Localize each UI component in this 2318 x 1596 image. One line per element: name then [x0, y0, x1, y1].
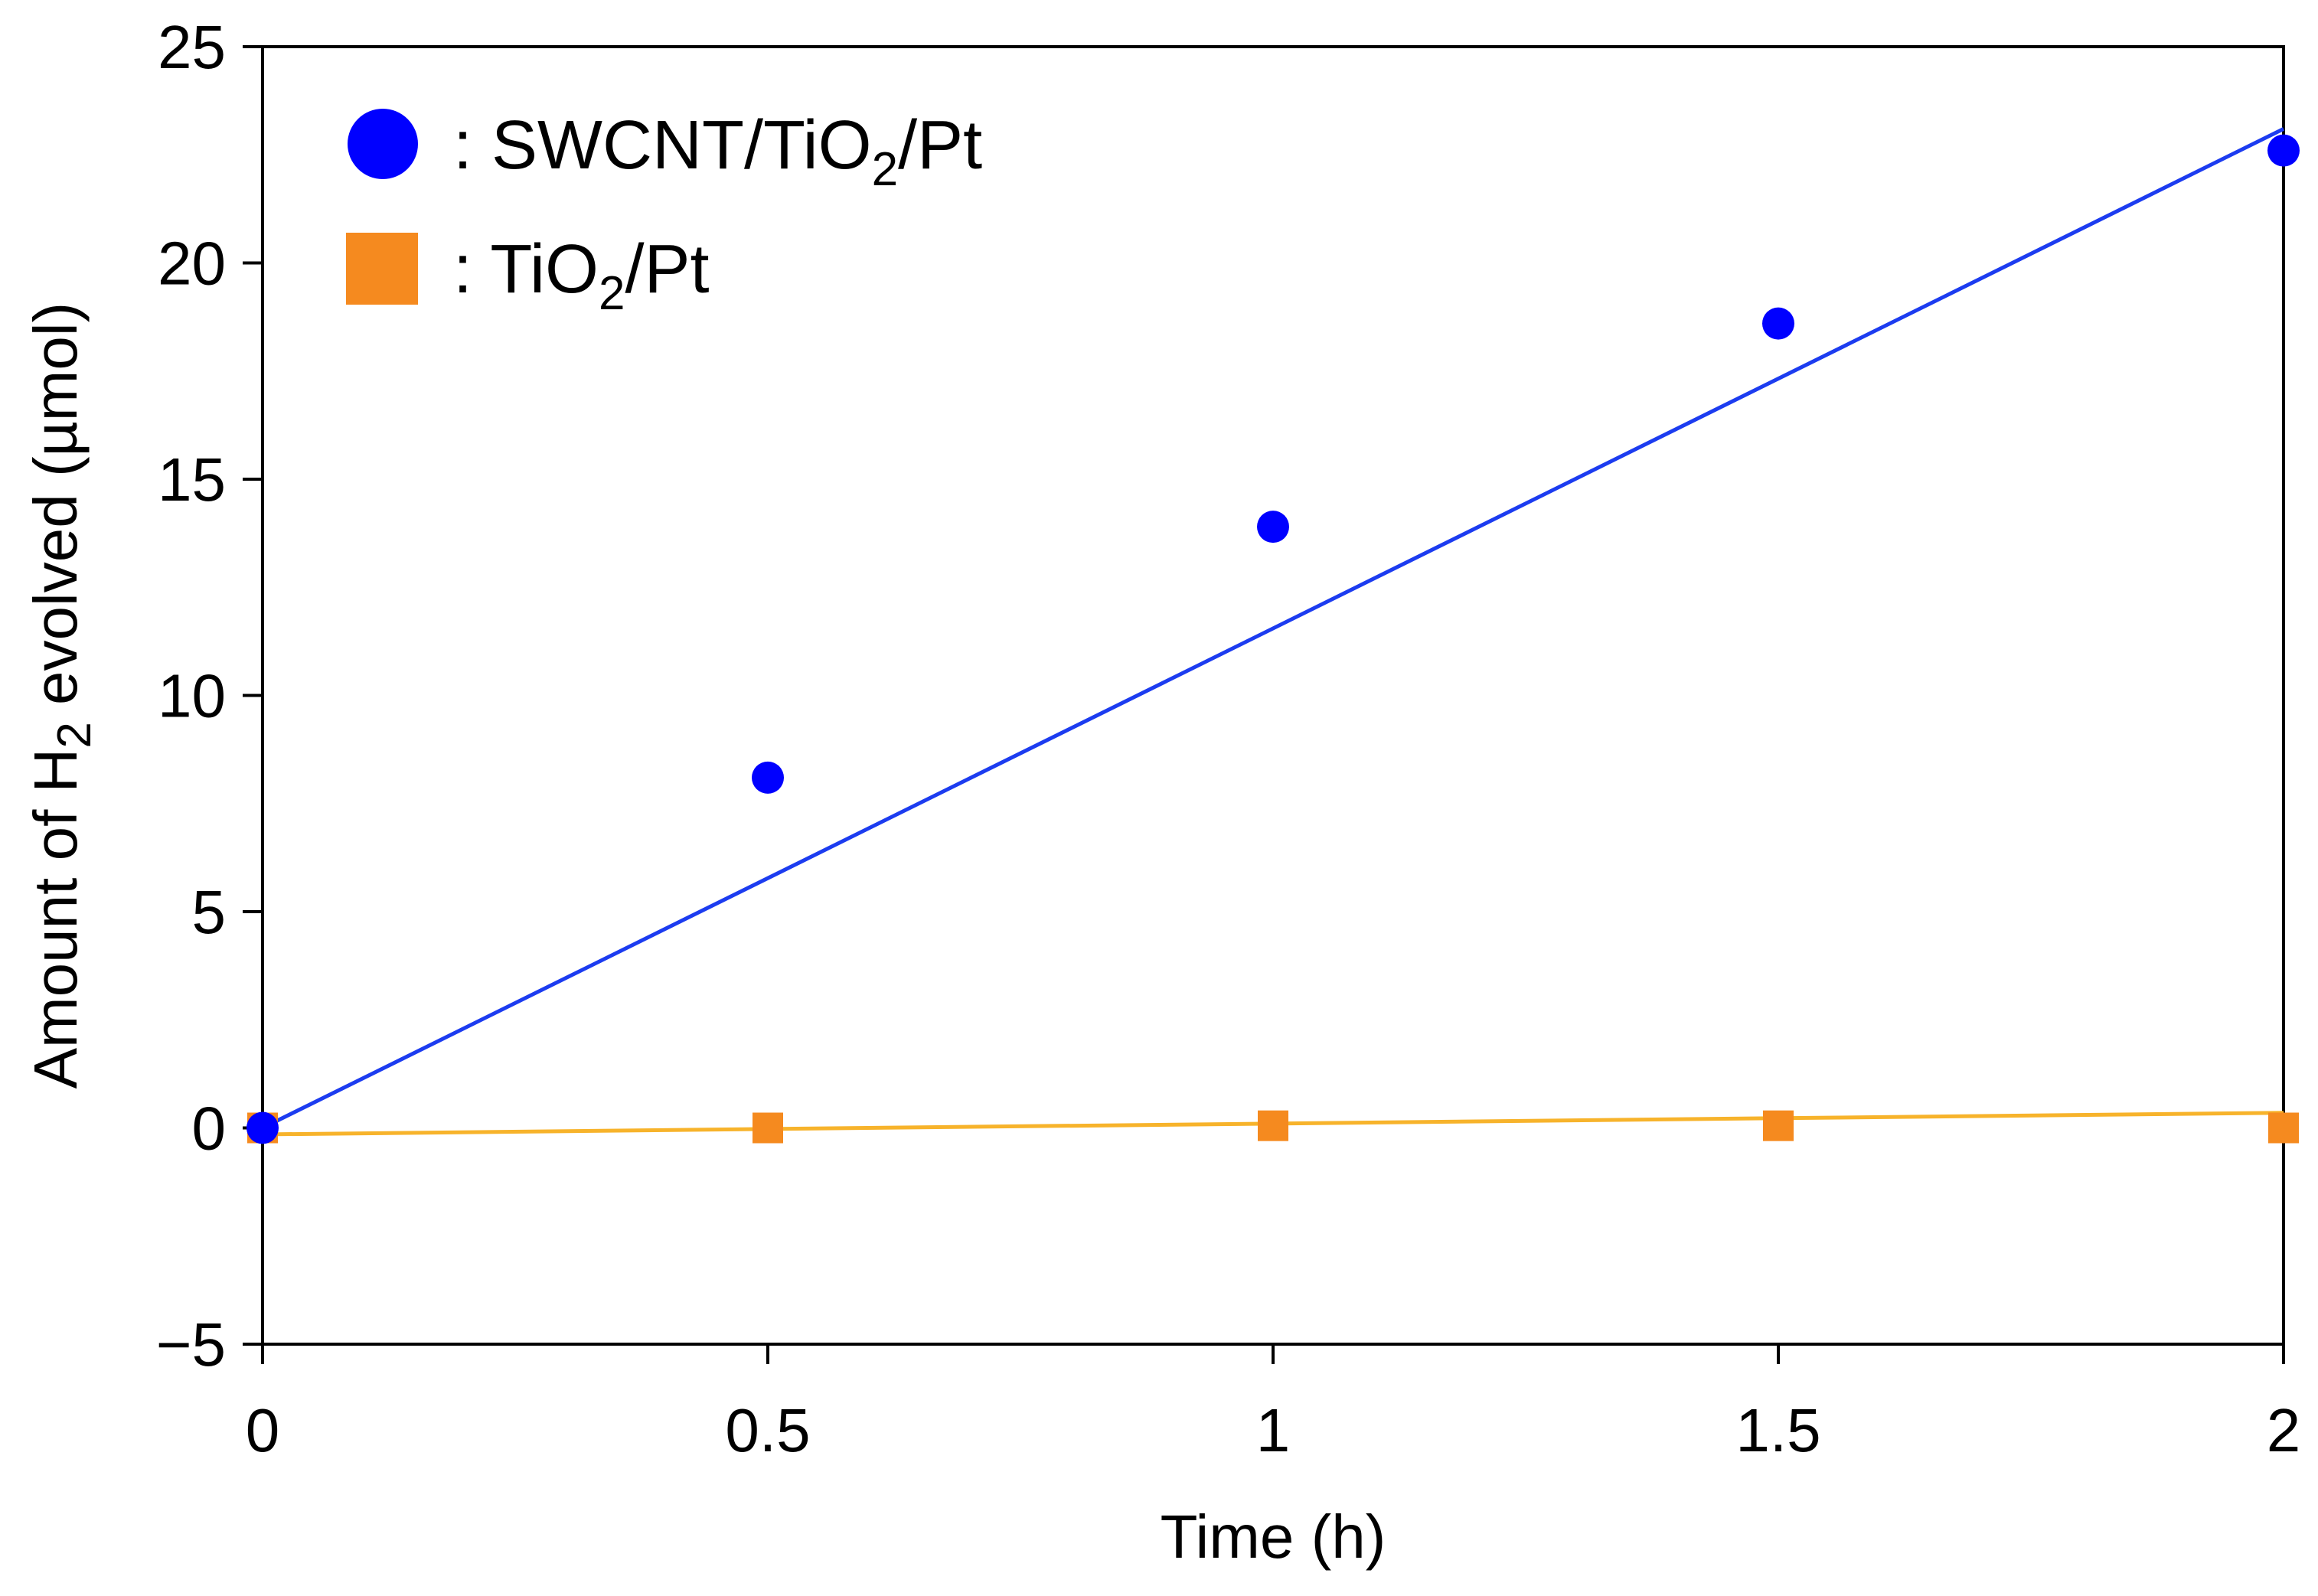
legend: : SWCNT/TiO2/Pt: TiO2/Pt — [346, 107, 982, 320]
x-tick-label: 0.5 — [725, 1396, 810, 1464]
axis-titles: Time (h) Amount of H2 evolved (µmol) — [21, 302, 1386, 1571]
legend-label-suffix: /Pt — [898, 107, 982, 184]
legend-label-subscript: 2 — [599, 267, 625, 320]
data-point — [752, 761, 784, 794]
y-tick-label: 0 — [192, 1095, 227, 1163]
y-tick-label: 15 — [158, 446, 226, 514]
x-tick-label: 2 — [2267, 1396, 2301, 1464]
axes: −5 0 5 10 15 20 25 0 0.5 1 1.5 2 — [156, 13, 2300, 1464]
trendline — [261, 127, 2285, 1130]
data-point — [1257, 511, 1289, 543]
x-tick-label: 1.5 — [1735, 1396, 1820, 1464]
x-tick-label: 0 — [246, 1396, 280, 1464]
legend-label: : SWCNT/TiO2/Pt — [453, 107, 982, 196]
data-point — [2268, 1112, 2299, 1144]
x-axis-title: Time (h) — [1161, 1503, 1386, 1571]
y-axis-title-main: Amount of H — [21, 749, 90, 1089]
y-axis-title-subscript: 2 — [48, 722, 101, 748]
legend-label: : TiO2/Pt — [453, 231, 710, 320]
data-point — [1763, 1110, 1794, 1141]
legend-label-main: : SWCNT/TiO — [453, 107, 872, 184]
legend-symbol — [346, 233, 418, 305]
data-point — [753, 1112, 783, 1144]
data-point — [2267, 134, 2300, 167]
legend-label-subscript: 2 — [872, 143, 898, 196]
data-point — [1258, 1110, 1288, 1141]
data-point — [246, 1111, 279, 1144]
legend-label-suffix: /Pt — [625, 231, 710, 308]
data-point — [1762, 307, 1794, 340]
y-tick-label: 10 — [158, 662, 226, 730]
y-tick-label: 25 — [158, 13, 226, 81]
legend-label-main: : TiO — [453, 231, 599, 308]
legend-symbol — [348, 109, 418, 179]
y-axis-title: Amount of H2 evolved (µmol) — [21, 302, 101, 1089]
data-markers — [246, 134, 2300, 1144]
y-axis-title-unit: evolved (µmol) — [21, 302, 90, 722]
y-tick-label: −5 — [156, 1310, 226, 1379]
y-tick-label: 20 — [158, 230, 226, 298]
y-tick-label: 5 — [192, 878, 227, 946]
x-tick-label: 1 — [1256, 1396, 1291, 1464]
